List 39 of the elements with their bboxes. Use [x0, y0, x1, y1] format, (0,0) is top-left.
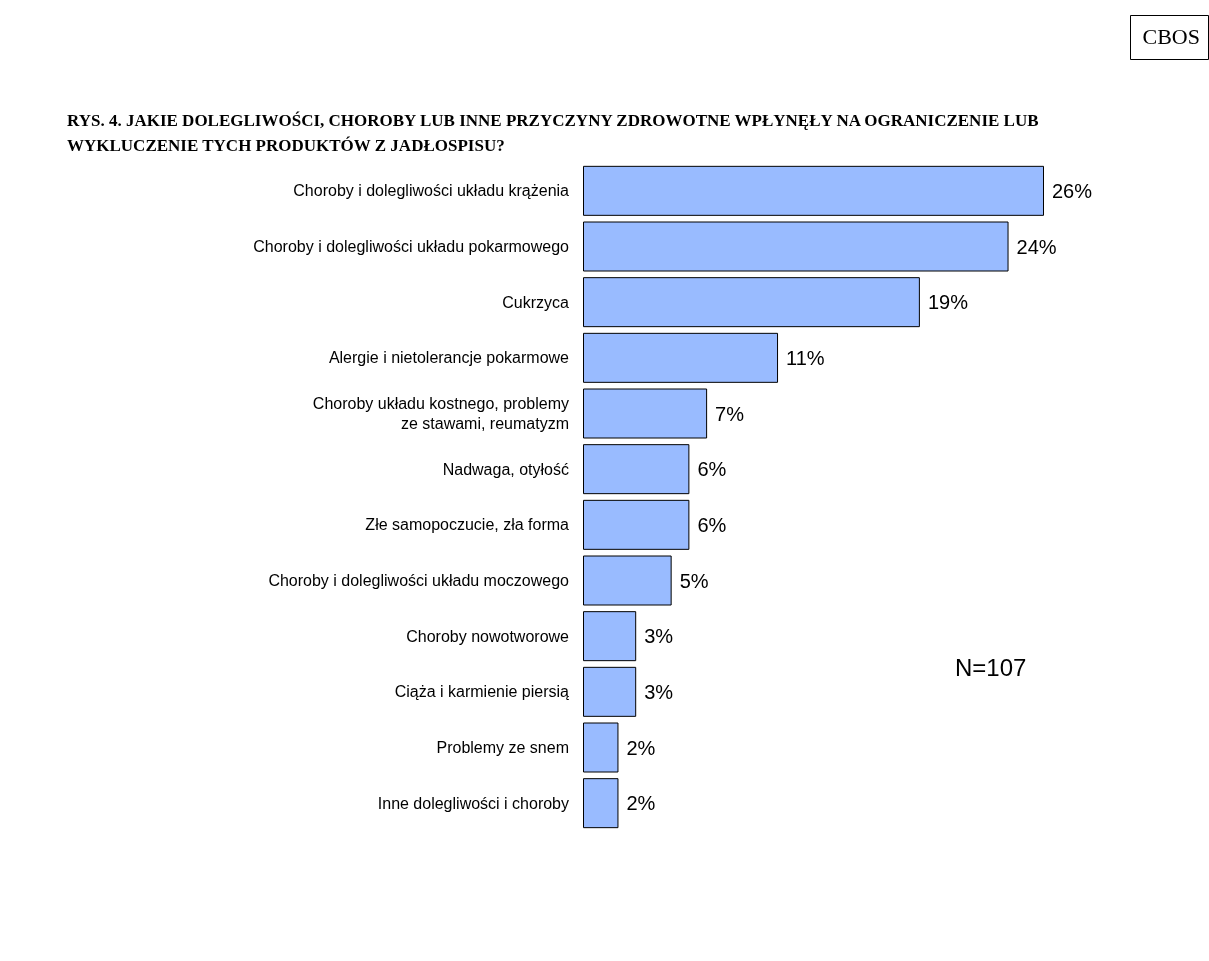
data-label: 2%	[626, 736, 656, 759]
y-tick-label: Choroby i dolegliwości układu krążenia	[293, 182, 570, 200]
bar	[583, 722, 619, 773]
bar	[583, 555, 672, 606]
y-tick-label: Choroby i dolegliwości układu pokarmowego	[253, 238, 570, 255]
data-label: 2%	[626, 792, 656, 815]
y-tick-label: Choroby nowotworowe	[406, 627, 570, 645]
chart-title: RYS. 4. JAKIE DOLEGLIWOŚCI, CHOROBY LUB INNE PRZYCZYNY ZDROWOTNE WPŁYNĘŁY NA OGRANICZENIE LUB WYKLUCZENIE TYCH PRODUKTÓW Z JADŁOSPISU?	[67, 111, 1043, 155]
bar	[583, 332, 779, 383]
y-tick-label: Problemy ze snem	[436, 739, 569, 756]
data-label: 24%	[1016, 235, 1057, 258]
annotation: N=107	[955, 653, 1027, 681]
bar	[583, 666, 637, 717]
data-label: 6%	[697, 458, 727, 481]
bar	[583, 388, 708, 439]
y-tick-label: Złe samopoczucie, zła forma	[365, 516, 570, 534]
bar	[583, 444, 690, 495]
data-label: 11%	[786, 346, 825, 369]
y-tick-label: Choroby układu kostnego, problemy ze stawami, reumatyzm	[312, 395, 569, 432]
bar	[583, 611, 637, 662]
data-label: 5%	[679, 569, 709, 592]
y-tick-label: Choroby i dolegliwości układu moczowego	[268, 572, 570, 589]
data-label: 26%	[1052, 179, 1093, 202]
data-label: 6%	[697, 513, 727, 536]
y-tick-label: Inne dolegliwości i choroby	[377, 794, 569, 812]
data-label: 3%	[644, 680, 674, 703]
data-label: 19%	[927, 291, 969, 314]
data-label: 7%	[715, 402, 745, 425]
y-tick-label: Cukrzyca	[502, 293, 570, 311]
data-label: 3%	[644, 625, 674, 648]
bar	[583, 778, 619, 829]
bar	[583, 277, 920, 328]
y-tick-label: Nadwaga, otyłość	[442, 460, 569, 478]
bar	[583, 221, 1009, 272]
bar	[583, 499, 690, 550]
text: CBOS	[1142, 24, 1200, 49]
y-tick-label: Alergie i nietolerancje pokarmowe	[328, 349, 570, 367]
bar	[583, 165, 1044, 216]
y-tick-label: Ciąża i karmienie piersią	[394, 683, 570, 701]
